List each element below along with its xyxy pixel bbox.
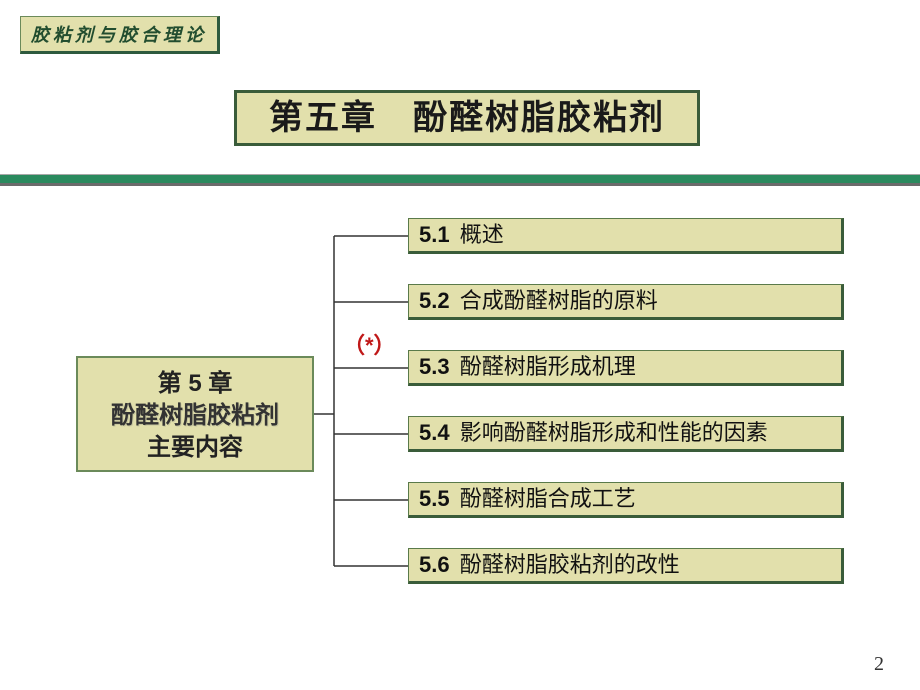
outline-item-5-6: 5.6 酚醛树脂胶粘剂的改性: [408, 548, 844, 584]
outline-item-5-1: 5.1 概述: [408, 218, 844, 254]
item-number: 5.5: [419, 486, 450, 511]
item-text: 酚醛树脂形成机理: [454, 354, 636, 379]
outline-item-5-5: 5.5 酚醛树脂合成工艺: [408, 482, 844, 518]
item-text: 影响酚醛树脂形成和性能的因素: [454, 420, 768, 445]
root-line2: 酚醛树脂胶粘剂: [78, 400, 312, 432]
item-text: 合成酚醛树脂的原料: [454, 288, 658, 313]
outline-item-5-3: 5.3 酚醛树脂形成机理: [408, 350, 844, 386]
outline-item-5-4: 5.4 影响酚醛树脂形成和性能的因素: [408, 416, 844, 452]
item-text: 酚醛树脂合成工艺: [454, 486, 636, 511]
item-number: 5.1: [419, 222, 450, 247]
page-number: 2: [874, 653, 884, 676]
item-text: 酚醛树脂胶粘剂的改性: [454, 552, 680, 577]
root-box: 第 5 章 酚醛树脂胶粘剂 主要内容: [76, 356, 314, 472]
item-number: 5.3: [419, 354, 450, 379]
item-text: 概述: [454, 222, 504, 247]
header-badge: 胶粘剂与胶合理论: [20, 16, 220, 54]
item-number: 5.2: [419, 288, 450, 313]
chapter-title: 第五章 酚醛树脂胶粘剂: [234, 90, 700, 146]
root-line1: 第 5 章: [78, 368, 312, 400]
star-marker: （*）: [343, 328, 396, 360]
outline-item-5-2: 5.2 合成酚醛树脂的原料: [408, 284, 844, 320]
divider-bar: [0, 174, 920, 186]
item-number: 5.4: [419, 420, 450, 445]
item-number: 5.6: [419, 552, 450, 577]
root-line3: 主要内容: [78, 432, 312, 464]
